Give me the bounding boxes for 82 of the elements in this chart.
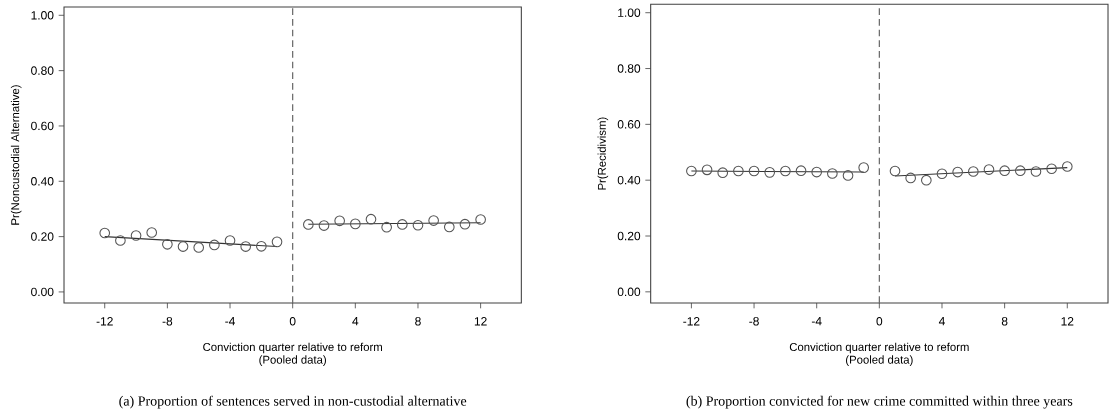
- point: [827, 168, 838, 179]
- point: [443, 221, 455, 233]
- point: [920, 174, 932, 186]
- point: [209, 239, 220, 251]
- point: [130, 230, 142, 241]
- y-tick-label: 0.00: [31, 287, 54, 297]
- point: [999, 165, 1010, 177]
- x-tick-label: 12: [474, 317, 487, 326]
- point: [381, 221, 392, 233]
- point: [795, 165, 807, 177]
- point: [1014, 165, 1026, 177]
- y-tick-label: 0.60: [617, 120, 641, 129]
- point: [146, 227, 158, 238]
- point: [99, 227, 111, 239]
- x-tick-label: -8: [749, 317, 759, 326]
- text: (a) Proportion of sentences served in non-custodial alternative: [119, 395, 467, 409]
- y-tick-label: 0.20: [31, 232, 54, 241]
- x-axis-title: Conviction quarter relative to reform: [789, 342, 969, 354]
- point: [717, 167, 729, 178]
- x-tick-label: 8: [1001, 317, 1008, 326]
- point: [701, 164, 713, 176]
- point: [475, 214, 486, 225]
- point: [967, 166, 979, 177]
- point: [748, 165, 760, 177]
- y-axis-title: Pr(Noncustodial Alternative): [10, 85, 22, 225]
- y-tick-label: 0.80: [617, 64, 641, 73]
- x-tick-label: 0: [876, 317, 883, 326]
- point: [256, 240, 267, 252]
- y-tick-label: 0.00: [617, 287, 641, 297]
- point: [115, 235, 126, 246]
- x-tick-label: -12: [683, 317, 700, 326]
- point: [936, 168, 948, 180]
- point: [842, 170, 854, 181]
- point: [412, 219, 424, 231]
- point: [396, 219, 408, 230]
- point: [983, 164, 995, 175]
- point: [780, 165, 791, 177]
- text: (Pooled data): [846, 355, 913, 366]
- point: [162, 239, 173, 250]
- point: [334, 215, 345, 227]
- point: [177, 241, 189, 252]
- x-tick-label: -8: [162, 317, 173, 326]
- point: [193, 242, 205, 253]
- y-axis-title: Pr(Recidivism): [597, 117, 609, 190]
- x-tick-label: 0: [289, 317, 296, 326]
- point: [889, 165, 901, 177]
- x-tick-label: -4: [225, 317, 235, 326]
- point: [1046, 163, 1057, 175]
- y-tick-label: 1.00: [618, 8, 641, 17]
- point: [459, 218, 471, 230]
- point: [1061, 161, 1073, 172]
- x-tick-label: 4: [938, 317, 945, 326]
- x-tick-label: 4: [352, 317, 359, 326]
- point: [764, 167, 776, 178]
- y-tick-label: 0.20: [617, 231, 641, 241]
- point: [224, 235, 236, 246]
- point: [302, 219, 314, 230]
- point: [905, 172, 917, 184]
- point: [811, 166, 823, 178]
- point: [349, 218, 361, 230]
- y-tick-label: 0.40: [31, 177, 54, 186]
- x-tick-label: 12: [1061, 317, 1074, 326]
- point: [318, 220, 330, 231]
- text: (b) Proportion convicted for new crime committed within three years: [686, 395, 1073, 409]
- point: [365, 213, 377, 225]
- x-tick-label: -4: [811, 317, 822, 326]
- point: [733, 165, 744, 177]
- point: [858, 162, 870, 173]
- y-tick-label: 0.60: [31, 121, 54, 131]
- y-tick-label: 0.80: [31, 66, 54, 75]
- y-tick-label: 0.40: [617, 175, 641, 185]
- x-tick-label: 8: [415, 317, 421, 326]
- point: [1030, 166, 1042, 177]
- point: [428, 215, 439, 226]
- point: [952, 166, 963, 178]
- point: [271, 236, 283, 248]
- point: [240, 241, 252, 252]
- point: [686, 165, 697, 177]
- text: (Pooled data): [259, 355, 326, 366]
- y-tick-label: 1.00: [31, 11, 54, 20]
- x-tick-label: -12: [96, 317, 113, 326]
- x-axis-title: Conviction quarter relative to reform: [203, 342, 382, 354]
